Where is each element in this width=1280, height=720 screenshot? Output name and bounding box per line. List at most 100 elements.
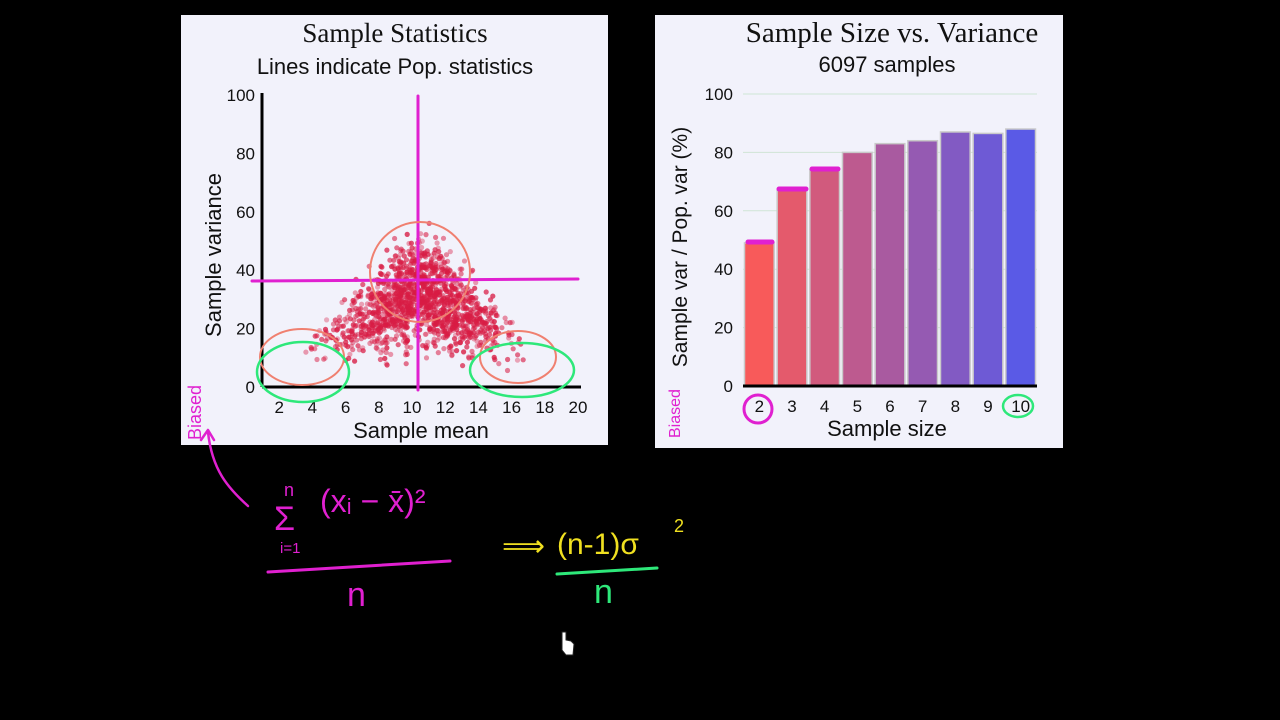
bar-x-tick-label: 6	[885, 397, 894, 416]
scatter-point	[336, 314, 343, 320]
bar-y-tick-label: 80	[714, 143, 733, 162]
scatter-point	[379, 264, 385, 270]
scatter-point	[520, 357, 526, 363]
scatter-point	[370, 303, 377, 310]
scatter-point	[383, 349, 389, 356]
scatter-point	[321, 356, 327, 362]
scatter-point	[443, 281, 449, 287]
scatter-y-label: Sample variance	[201, 173, 226, 337]
scatter-point	[449, 284, 456, 290]
scatter-point	[457, 284, 463, 290]
scatter-x-tick-label: 6	[341, 398, 350, 417]
scatter-x-tick-label: 18	[535, 398, 554, 417]
scatter-point	[352, 358, 358, 364]
scatter-point	[441, 346, 447, 352]
scatter-point	[461, 316, 467, 322]
bar-x-tick-label: 9	[983, 397, 992, 416]
scatter-point	[398, 270, 405, 277]
scatter-point	[366, 327, 372, 333]
scatter-point	[480, 319, 486, 325]
scatter-point	[449, 319, 455, 325]
scatter-point	[350, 322, 356, 328]
scatter-point	[454, 322, 460, 328]
scatter-point	[434, 240, 440, 246]
scatter-point	[394, 303, 400, 309]
sample-size-10-circle	[1001, 393, 1035, 419]
scatter-point	[349, 337, 355, 343]
scatter-point	[460, 336, 466, 342]
scatter-point	[394, 245, 400, 251]
scatter-point	[361, 324, 367, 330]
scatter-point	[389, 306, 395, 312]
scatter-point	[487, 315, 493, 321]
scatter-point	[493, 312, 499, 318]
scatter-point	[399, 290, 405, 296]
bar-sample-size-10	[1005, 128, 1037, 387]
scatter-point	[330, 327, 337, 333]
scatter-point	[428, 259, 434, 265]
center-cluster-circle	[369, 221, 471, 323]
scatter-point	[469, 288, 475, 294]
scatter-point	[427, 294, 433, 300]
bar-subtitle: 6097 samples	[819, 52, 956, 77]
scatter-point	[492, 304, 498, 310]
left-cluster-salmon-circle	[259, 328, 345, 386]
scatter-point	[484, 326, 490, 332]
scatter-point	[472, 313, 479, 319]
scatter-point	[406, 248, 412, 254]
scatter-point	[384, 273, 390, 279]
bar-y-ticks: 0 20 40 60 80 100	[705, 85, 733, 396]
scatter-point	[483, 289, 489, 295]
scatter-point	[382, 286, 388, 292]
scatter-point	[408, 344, 414, 350]
scatter-point	[351, 300, 357, 306]
scatter-point	[419, 299, 425, 305]
scatter-point	[314, 333, 320, 339]
implies-arrow: ⟹	[502, 530, 545, 563]
scatter-point	[430, 339, 436, 345]
scatter-point	[443, 252, 450, 258]
scatter-point	[435, 331, 441, 337]
scatter-point	[402, 280, 408, 286]
scatter-point	[431, 336, 437, 342]
scatter-point	[347, 351, 353, 357]
scatter-point	[375, 309, 382, 316]
scatter-point	[420, 283, 427, 289]
scatter-point	[403, 324, 409, 330]
scatter-point	[395, 266, 401, 272]
bar-title: Sample Size vs. Variance	[746, 17, 1039, 49]
scatter-point	[502, 315, 508, 321]
scatter-point	[392, 336, 398, 342]
scatter-point	[441, 323, 447, 329]
scatter-point	[360, 281, 366, 288]
scatter-point	[342, 297, 348, 303]
scatter-point	[370, 333, 376, 339]
scatter-point	[440, 334, 447, 341]
scatter-point	[431, 340, 437, 346]
scatter-point	[506, 335, 512, 341]
biased-arrow	[206, 430, 250, 508]
scatter-point	[366, 331, 372, 337]
scatter-point	[312, 346, 318, 352]
scatter-point	[422, 331, 428, 337]
biased-arrow-head	[199, 428, 216, 442]
bar-x-tick-label: 3	[787, 397, 796, 416]
scatter-point	[367, 319, 373, 325]
scatter-point	[423, 321, 430, 327]
scatter-point	[436, 249, 442, 255]
scatter-point	[503, 319, 509, 326]
scatter-x-tick-label: 12	[436, 398, 455, 417]
bar-x-tick-label: 7	[918, 397, 927, 416]
scatter-point	[398, 248, 404, 254]
scatter-point	[449, 348, 455, 354]
scatter-point	[453, 341, 459, 347]
scatter-point	[399, 294, 405, 300]
scatter-point	[371, 339, 378, 345]
scatter-point	[346, 328, 352, 334]
right-cluster-salmon-circle	[479, 330, 557, 384]
scatter-point	[339, 299, 345, 305]
scatter-point	[358, 294, 364, 300]
scatter-point	[477, 308, 483, 314]
scatter-point	[382, 316, 388, 323]
